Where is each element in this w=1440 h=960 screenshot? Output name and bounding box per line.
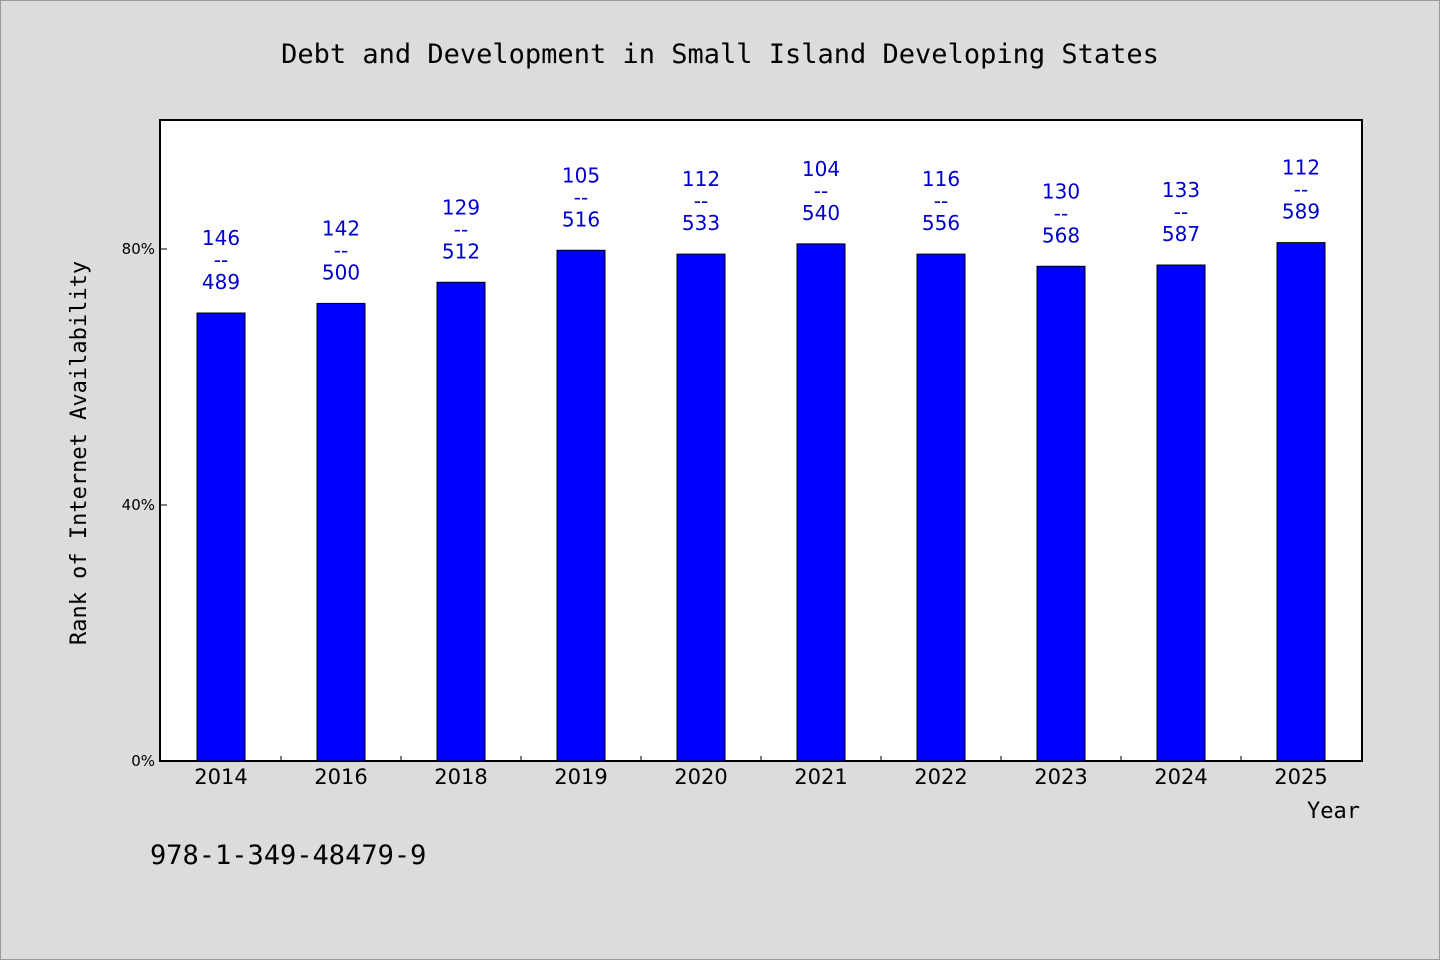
bar-2020	[676, 253, 726, 762]
bar-data-label: 112	[1282, 156, 1320, 180]
bar-data-label: 533	[682, 211, 720, 235]
bar-data-label: 116	[922, 167, 960, 191]
bar-data-label: 556	[922, 211, 960, 235]
x-tick-label: 2016	[314, 765, 367, 789]
bar-data-label: 540	[802, 201, 840, 225]
bar-data-label: 500	[322, 260, 360, 284]
bar-data-label: 133	[1162, 178, 1200, 202]
bar-data-label: 129	[442, 195, 480, 219]
bar-data-label: --	[214, 248, 228, 272]
bar-data-labels: 146--489142--500129--512105--516112--533…	[202, 156, 1320, 294]
x-tick-label: 2014	[194, 765, 247, 789]
bar-data-label: 587	[1162, 222, 1200, 246]
bar-data-label: 512	[442, 239, 480, 263]
bar-data-label: --	[1294, 178, 1308, 202]
x-tick-label: 2025	[1274, 765, 1327, 789]
y-tick-label: 40%	[122, 496, 155, 514]
isbn-text: 978-1-349-48479-9	[150, 840, 426, 871]
bar-2021	[796, 243, 846, 762]
x-tick-label: 2020	[674, 765, 727, 789]
bar-data-label: --	[1174, 200, 1188, 224]
bar-data-label: --	[1054, 201, 1068, 225]
bar-data-label: 142	[322, 216, 360, 240]
chart-title: Debt and Development in Small Island Dev…	[281, 39, 1159, 70]
bar-data-label: 104	[802, 157, 840, 181]
bar-2025	[1276, 242, 1326, 762]
bar-data-label: 516	[562, 207, 600, 231]
bar-data-label: 112	[682, 167, 720, 191]
x-tick-label: 2023	[1034, 765, 1087, 789]
x-tick-label: 2018	[434, 765, 487, 789]
bar-data-label: 146	[202, 226, 240, 250]
bar-2022	[916, 253, 966, 762]
bar-2023	[1036, 265, 1086, 762]
bar-data-label: 130	[1042, 179, 1080, 203]
bar-data-label: --	[334, 238, 348, 262]
x-axis-title: Year	[1307, 799, 1360, 824]
bar-2016	[316, 302, 366, 762]
y-tick-label: 80%	[122, 240, 155, 258]
bar-data-label: 568	[1042, 223, 1080, 247]
bar-data-label: --	[814, 179, 828, 203]
x-tick-label: 2021	[794, 765, 847, 789]
bar-2019	[556, 249, 606, 762]
y-axis-title: Rank of Internet Availability	[67, 261, 92, 645]
x-tick-label: 2022	[914, 765, 967, 789]
bar-2018	[436, 281, 486, 762]
bar-data-label: --	[454, 217, 468, 241]
bar-2024	[1156, 264, 1206, 762]
bar-data-label: --	[694, 189, 708, 213]
bar-data-label: 589	[1282, 200, 1320, 224]
x-tick-label: 2019	[554, 765, 607, 789]
bars	[196, 242, 1326, 762]
bar-data-label: --	[574, 185, 588, 209]
bar-data-label: 105	[562, 163, 600, 187]
x-axis: 2014 2016 2018 2019 2020 2021 2022 2023 2024 2025	[194, 756, 1328, 789]
bar-2014	[196, 312, 246, 762]
bar-data-label: 489	[202, 270, 240, 294]
bar-data-label: --	[934, 189, 948, 213]
y-axis: 0% 40% 80%	[122, 240, 167, 770]
x-tick-label: 2024	[1154, 765, 1207, 789]
y-tick-label: 0%	[131, 752, 155, 770]
